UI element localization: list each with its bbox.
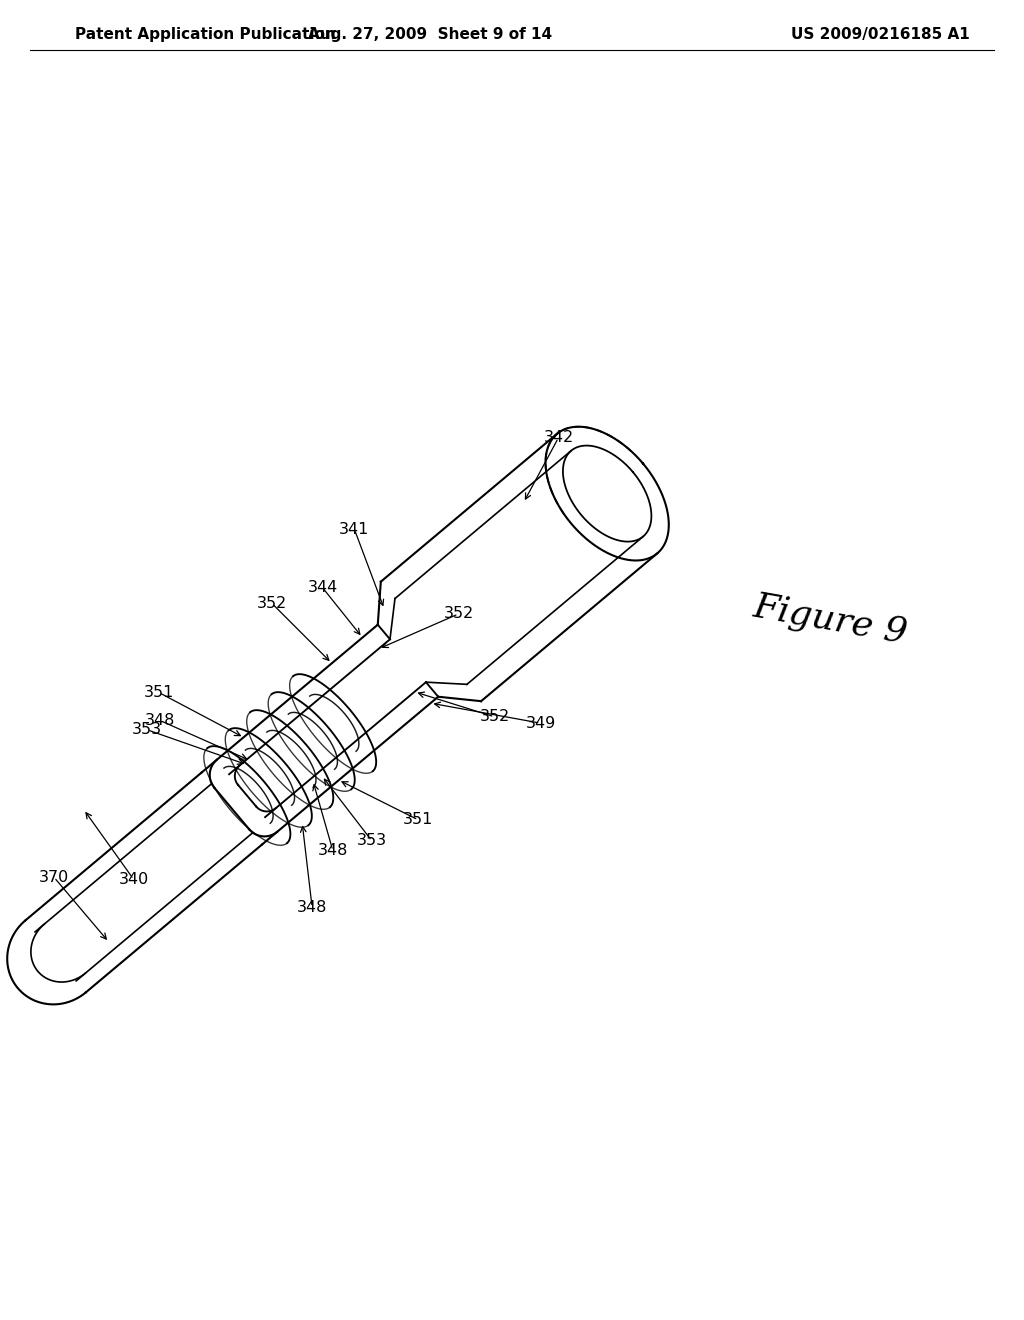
Text: 351: 351: [143, 685, 174, 700]
Text: 349: 349: [525, 715, 556, 731]
Text: 370: 370: [39, 870, 70, 884]
Text: 351: 351: [403, 812, 433, 828]
Text: Figure 9: Figure 9: [751, 590, 910, 651]
Text: 348: 348: [317, 843, 348, 858]
Text: 352: 352: [257, 595, 287, 611]
Text: Patent Application Publication: Patent Application Publication: [75, 28, 336, 42]
Text: 353: 353: [132, 722, 163, 738]
Text: 341: 341: [339, 521, 370, 537]
Text: 340: 340: [119, 871, 148, 887]
Text: 344: 344: [307, 579, 338, 595]
Text: US 2009/0216185 A1: US 2009/0216185 A1: [791, 28, 970, 42]
Text: 348: 348: [297, 900, 328, 915]
Text: 353: 353: [356, 833, 387, 849]
Text: 352: 352: [479, 709, 510, 725]
Text: Aug. 27, 2009  Sheet 9 of 14: Aug. 27, 2009 Sheet 9 of 14: [308, 28, 552, 42]
Text: 342: 342: [544, 430, 573, 445]
Text: 348: 348: [145, 713, 175, 729]
Text: 352: 352: [443, 606, 474, 622]
